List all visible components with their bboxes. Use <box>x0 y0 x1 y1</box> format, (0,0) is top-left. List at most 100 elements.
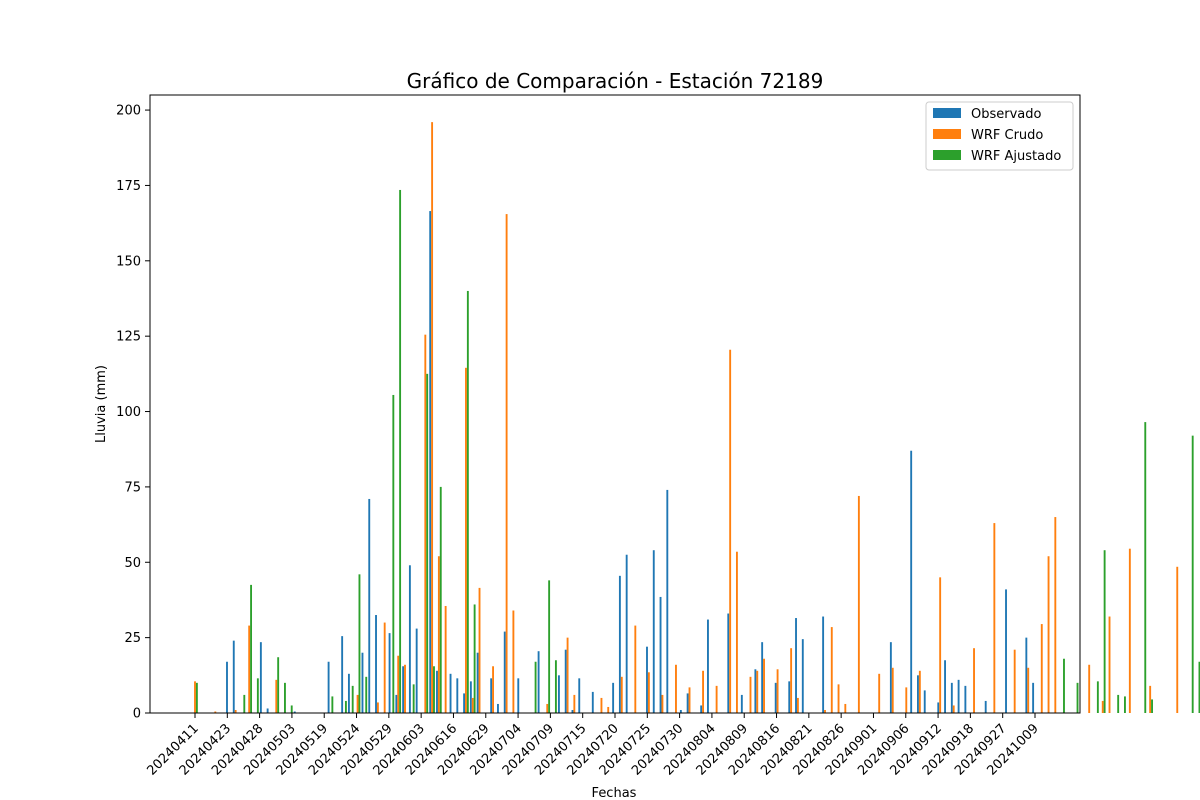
bar-wrf-ajustado <box>392 394 395 713</box>
bar-wrf-crudo <box>918 670 921 713</box>
bar-observado <box>795 618 797 713</box>
bar-wrf-crudo <box>431 122 434 713</box>
bar-wrf-crudo <box>824 709 826 713</box>
y-tick-label: 150 <box>116 254 141 269</box>
bar-observado <box>910 450 913 713</box>
bar-observado <box>957 679 960 713</box>
bar-observado <box>456 678 459 713</box>
bar-wrf-crudo <box>478 587 481 713</box>
y-axis: 0 25 50 75 100 125 150 175 200 <box>116 104 150 722</box>
bar-observado <box>652 550 655 713</box>
bar-wrf-ajustado <box>1151 699 1153 713</box>
bar-observado <box>578 678 581 713</box>
legend-label-wrf-crudo: WRF Crudo <box>971 128 1043 143</box>
bar-wrf-crudo <box>993 523 996 713</box>
bar-wrf-crudo <box>1176 566 1179 713</box>
bar-observado <box>232 640 235 713</box>
bar-wrf-crudo <box>878 673 881 713</box>
bar-wrf-crudo <box>1054 517 1057 713</box>
bar-wrf-crudo <box>837 684 840 713</box>
bar-wrf-crudo <box>796 697 799 713</box>
bar-observado <box>625 554 628 713</box>
bar-wrf-crudo <box>437 556 440 713</box>
bar-wrf-crudo <box>1101 700 1104 713</box>
bar-wrf-ajustado <box>256 678 259 713</box>
bar-wrf-crudo <box>444 605 447 713</box>
bar-observado <box>361 652 364 713</box>
bar-wrf-crudo <box>248 625 251 713</box>
bar-observado <box>950 682 953 713</box>
bar-observado <box>375 615 377 713</box>
bar-observado <box>822 616 825 713</box>
bar-wrf-ajustado <box>1076 682 1079 713</box>
bar-observado <box>402 666 405 713</box>
bar-observado <box>293 711 296 713</box>
bar-wrf-crudo <box>715 685 718 713</box>
bar-wrf-crudo <box>729 349 732 713</box>
bar-wrf-crudo <box>735 551 738 713</box>
bar-observado <box>964 685 967 713</box>
bar-wrf-crudo <box>776 669 779 713</box>
y-axis-title: Lluvia (mm) <box>94 365 109 443</box>
bar-observado <box>917 675 919 713</box>
bar-observado <box>347 673 350 713</box>
bar-observado <box>503 631 506 713</box>
bar-wrf-ajustado <box>1198 661 1200 713</box>
legend: Observado WRF Crudo WRF Ajustado <box>925 101 1074 171</box>
legend-swatch-wrf-ajustado <box>933 150 961 160</box>
bar-wrf-crudo <box>1128 548 1131 713</box>
bar-wrf-crudo <box>973 648 975 713</box>
bar-observado <box>415 628 418 713</box>
bar-observado <box>679 709 682 713</box>
bar-wrf-crudo <box>376 702 379 713</box>
bar-observado <box>395 694 398 713</box>
bar-wrf-crudo <box>634 625 637 713</box>
bar-observado <box>984 700 987 713</box>
bar-wrf-ajustado <box>399 189 402 713</box>
bar-observado <box>1032 682 1035 713</box>
bar-observado <box>557 675 560 713</box>
bar-observado <box>646 646 648 713</box>
bar-wrf-crudo <box>1108 616 1111 713</box>
bar-observado <box>618 575 621 713</box>
bar-observado <box>517 678 520 713</box>
bar-observado <box>923 690 926 713</box>
bar-observado <box>436 670 438 713</box>
bar-wrf-ajustado <box>243 694 246 713</box>
bar-observado <box>788 681 791 713</box>
bar-wrf-crudo <box>566 637 569 713</box>
legend-label-observado: Observado <box>971 107 1042 122</box>
bar-wrf-crudo <box>1013 649 1016 713</box>
bar-observado <box>707 619 709 713</box>
bar-observado <box>368 498 371 713</box>
bar-wrf-crudo <box>471 697 474 713</box>
bar-wrf-crudo <box>1047 556 1050 713</box>
bar-observado <box>408 565 411 713</box>
bar-observado <box>686 693 689 713</box>
y-tick-label: 50 <box>124 556 141 571</box>
bar-wrf-ajustado <box>358 574 361 713</box>
legend-swatch-observado <box>933 108 961 118</box>
bar-wrf-ajustado <box>412 684 415 713</box>
bar-observado <box>476 652 479 713</box>
bar-observado <box>1005 589 1007 713</box>
legend-box <box>925 101 1074 171</box>
bar-wrf-ajustado <box>277 657 280 713</box>
bar-wrf-crudo <box>952 705 955 713</box>
bar-wrf-ajustado <box>1103 550 1106 713</box>
bar-observado <box>740 694 743 713</box>
bar-observado <box>937 702 940 713</box>
bar-wrf-crudo <box>607 706 610 713</box>
y-tick-label: 25 <box>124 631 141 646</box>
bar-wrf-crudo <box>214 711 217 713</box>
bar-wrf-crudo <box>1149 685 1152 713</box>
bar-wrf-crudo <box>790 648 793 713</box>
legend-swatch-wrf-crudo <box>933 129 961 139</box>
bar-observado <box>571 709 574 713</box>
bar-observado <box>537 651 540 713</box>
bar-wrf-ajustado <box>473 604 476 713</box>
bar-wrf-ajustado <box>534 661 537 713</box>
bar-wrf-ajustado <box>331 696 334 713</box>
bar-wrf-crudo <box>857 495 860 713</box>
bar-wrf-ajustado <box>195 682 198 713</box>
